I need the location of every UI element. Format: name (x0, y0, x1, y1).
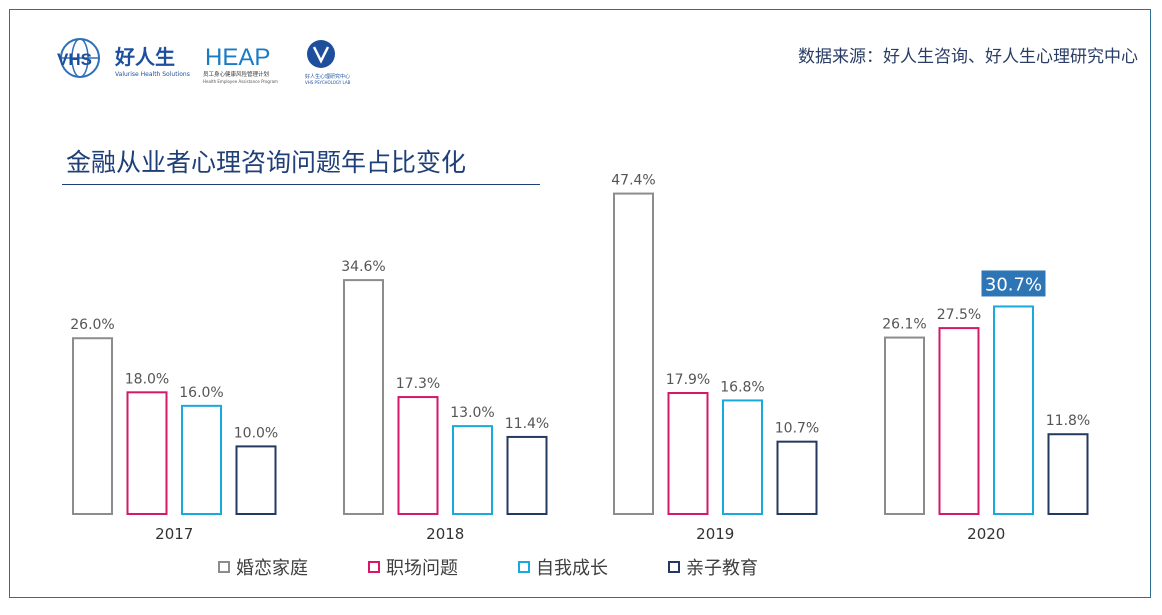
category-label-2017: 2017 (155, 525, 193, 543)
data-label-2019-series-2: 17.9% (666, 372, 710, 388)
bar-2019-series-2 (667, 391, 709, 515)
legend-label-2: 职场问题 (386, 558, 458, 579)
legend-swatch-4 (668, 561, 680, 573)
vhs-globe-icon (60, 38, 100, 78)
bar-2019-series-4 (776, 440, 818, 515)
legend-swatch-3 (518, 561, 530, 573)
chart-frame (9, 9, 1151, 598)
data-label-2020-series-3: 30.7% (985, 274, 1042, 295)
data-label-2018-series-1: 34.6% (341, 259, 385, 275)
legend-label-4: 亲子教育 (686, 558, 758, 579)
data-source-note: 数据来源：好人生咨询、好人生心理研究中心 (798, 47, 1138, 67)
bar-2019-series-3 (722, 399, 763, 516)
data-label-2017-series-4: 10.0% (234, 425, 278, 441)
logo-heap-sub-en: Health Employee Assistance Program (203, 79, 278, 84)
bar-2017-series-4 (235, 445, 277, 515)
data-label-2018-series-2: 17.3% (396, 376, 440, 392)
category-label-2018: 2018 (426, 525, 464, 543)
logo-lab-text: 好人生心理研究中心 (305, 73, 350, 80)
title-underline (62, 184, 540, 185)
bar-2017-series-2 (126, 391, 168, 516)
data-label-2020-series-1: 26.1% (882, 317, 926, 333)
logo-haorensheng-sub: Valurise Health Solutions (115, 71, 190, 78)
bar-2020-series-1 (884, 336, 925, 515)
legend-swatch-2 (368, 561, 380, 573)
data-label-2020-series-2: 27.5% (937, 307, 981, 323)
logo-heap-sub: 员工身心健康风险管理计划 (203, 70, 269, 78)
data-label-2019-series-3: 16.8% (720, 379, 764, 395)
logo-lab-sub: VHS PSYCHOLOGY LAB (305, 80, 351, 85)
legend-item-1: 婚恋家庭 (218, 555, 308, 579)
category-label-2020: 2020 (967, 525, 1005, 543)
legend-item-4: 亲子教育 (668, 555, 758, 579)
data-label-2019-series-1: 47.4% (611, 173, 655, 189)
legend-label-3: 自我成长 (536, 558, 608, 579)
data-label-2017-series-2: 18.0% (125, 371, 169, 387)
category-label-2019: 2019 (696, 525, 734, 543)
bar-2018-series-3 (452, 425, 493, 515)
bar-2020-series-4 (1047, 433, 1089, 515)
legend-item-3: 自我成长 (518, 555, 608, 579)
legend-label-1: 婚恋家庭 (236, 558, 308, 579)
bar-2018-series-4 (506, 435, 548, 516)
legend: 婚恋家庭 职场问题 自我成长 亲子教育 (218, 555, 818, 579)
data-label-2020-series-4: 11.8% (1046, 413, 1090, 429)
chart-title: 金融从业者心理咨询问题年占比变化 (66, 148, 467, 177)
legend-item-2: 职场问题 (368, 555, 458, 579)
logo-group: VHS 好人生 Valurise Health Solutions HEAP 员… (57, 38, 351, 85)
logo-vhs-text: VHS (57, 50, 92, 69)
bar-2020-series-2 (938, 327, 980, 515)
logo-haorensheng-text: 好人生 (114, 45, 175, 69)
bar-2018-series-2 (397, 396, 439, 515)
data-label-2018-series-4: 11.4% (505, 416, 549, 432)
data-label-2017-series-1: 26.0% (70, 317, 114, 333)
psychology-lab-icon (307, 40, 335, 68)
bar-2018-series-1 (343, 279, 384, 515)
bar-2017-series-1 (72, 337, 113, 515)
data-label-2017-series-3: 16.0% (179, 385, 223, 401)
bar-2019-series-1 (613, 192, 654, 516)
logo-heap-text: HEAP (205, 44, 270, 71)
bar-2020-series-3 (993, 305, 1034, 515)
bar-2017-series-3 (181, 404, 222, 515)
legend-swatch-1 (218, 561, 230, 573)
data-label-2018-series-3: 13.0% (450, 405, 494, 421)
data-label-2019-series-4: 10.7% (775, 421, 819, 437)
highlight-label-bg (981, 270, 1046, 297)
